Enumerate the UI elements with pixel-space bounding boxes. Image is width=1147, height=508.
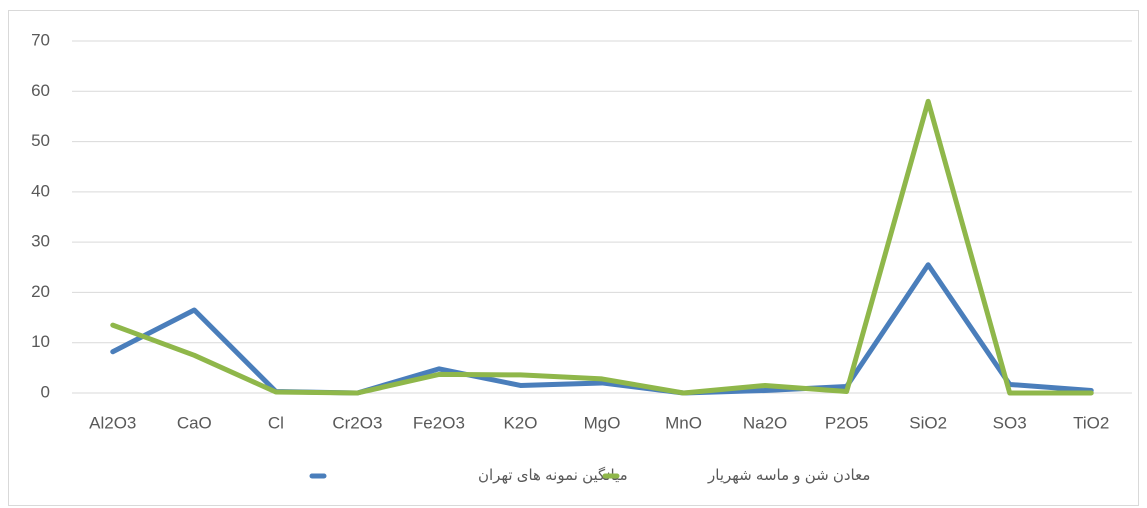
chart-border bbox=[8, 10, 1139, 506]
y-tick-label: 20 bbox=[31, 282, 50, 301]
x-tick-label: Cl bbox=[268, 413, 284, 432]
x-tick-label: Na2O bbox=[743, 413, 787, 432]
x-tick-label: CaO bbox=[177, 413, 212, 432]
y-tick-label: 10 bbox=[31, 332, 50, 351]
x-tick-label: SiO2 bbox=[909, 413, 947, 432]
y-tick-label: 0 bbox=[41, 382, 50, 401]
y-tick-label: 40 bbox=[31, 181, 50, 200]
x-tick-label: Fe2O3 bbox=[413, 413, 465, 432]
x-tick-label: MgO bbox=[584, 413, 621, 432]
y-tick-label: 70 bbox=[31, 30, 50, 49]
x-tick-label: SO3 bbox=[993, 413, 1027, 432]
y-tick-label: 30 bbox=[31, 232, 50, 251]
x-tick-label: TiO2 bbox=[1073, 413, 1109, 432]
y-tick-label: 50 bbox=[31, 131, 50, 150]
x-tick-label: P2O5 bbox=[825, 413, 868, 432]
x-tick-label: Al2O3 bbox=[89, 413, 136, 432]
x-tick-label: MnO bbox=[665, 413, 702, 432]
x-tick-label: K2O bbox=[503, 413, 537, 432]
legend-label: معادن شن و ماسه شهریار bbox=[707, 467, 870, 484]
x-tick-label: Cr2O3 bbox=[332, 413, 382, 432]
legend-label: میانگین نمونه های تهران bbox=[478, 466, 628, 484]
y-tick-label: 60 bbox=[31, 81, 50, 100]
series-line bbox=[110, 98, 1094, 396]
